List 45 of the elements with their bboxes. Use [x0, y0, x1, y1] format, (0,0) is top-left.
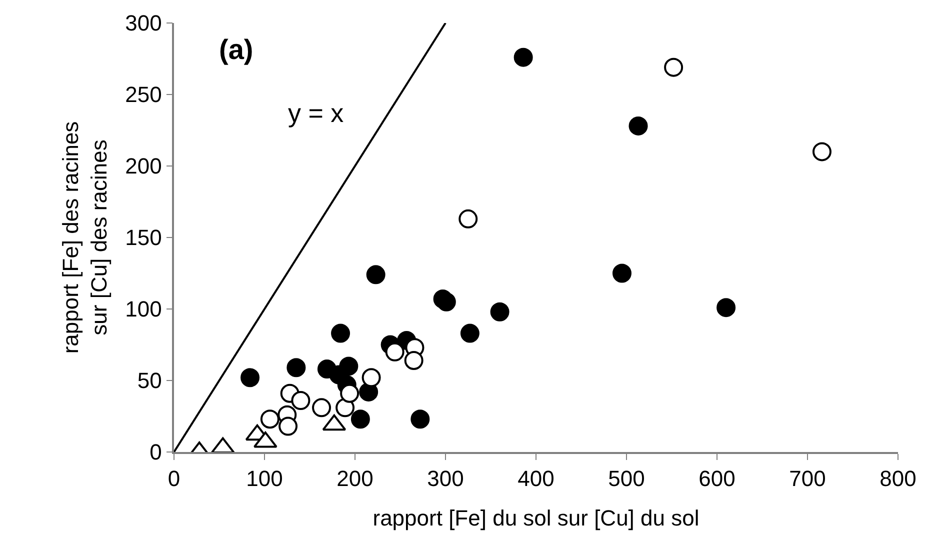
- x-tick-label: 0: [168, 466, 180, 492]
- point: [286, 358, 306, 378]
- x-axis-title: rapport [Fe] du sol sur [Cu] du sol: [372, 506, 700, 531]
- point: [340, 384, 360, 403]
- y-tick-label: 50: [137, 368, 162, 394]
- y-tick-label: 100: [125, 296, 162, 322]
- annotation: (a): [219, 34, 254, 65]
- point: [260, 410, 280, 429]
- point: [350, 410, 370, 429]
- point: [331, 324, 350, 343]
- x-tick-label: 800: [880, 466, 916, 492]
- point: [312, 398, 332, 418]
- point: [362, 368, 381, 388]
- point: [458, 209, 478, 228]
- y-tick-label: 300: [125, 10, 162, 36]
- point: [385, 342, 404, 362]
- point: [366, 265, 386, 284]
- point: [404, 350, 424, 370]
- y-axis-title: rapport [Fe] des racines sur [Cu] des racines: [58, 121, 112, 354]
- point: [664, 58, 684, 77]
- x-tick-label: 500: [608, 466, 645, 492]
- annotation: y = x: [288, 98, 344, 128]
- x-tick-label: 400: [518, 466, 554, 492]
- x-tick-label: 100: [246, 466, 283, 492]
- point: [812, 142, 832, 162]
- point: [514, 48, 533, 67]
- point: [291, 391, 310, 410]
- point: [628, 116, 648, 136]
- x-tick-label: 200: [336, 466, 374, 492]
- x-tick-label: 700: [789, 466, 826, 492]
- y-tick-label: 150: [125, 225, 162, 250]
- point: [612, 264, 632, 283]
- x-tick-label: 600: [698, 466, 736, 492]
- point: [410, 410, 430, 429]
- point: [716, 298, 736, 318]
- point: [336, 398, 355, 418]
- y-tick-label: 200: [125, 154, 162, 179]
- point: [278, 416, 298, 436]
- point: [460, 324, 480, 343]
- y-tick-label: 0: [150, 440, 162, 465]
- y-tick-label: 250: [125, 82, 162, 108]
- point: [490, 302, 510, 322]
- point: [240, 368, 260, 388]
- x-tick-label: 300: [427, 466, 464, 492]
- point: [436, 292, 456, 312]
